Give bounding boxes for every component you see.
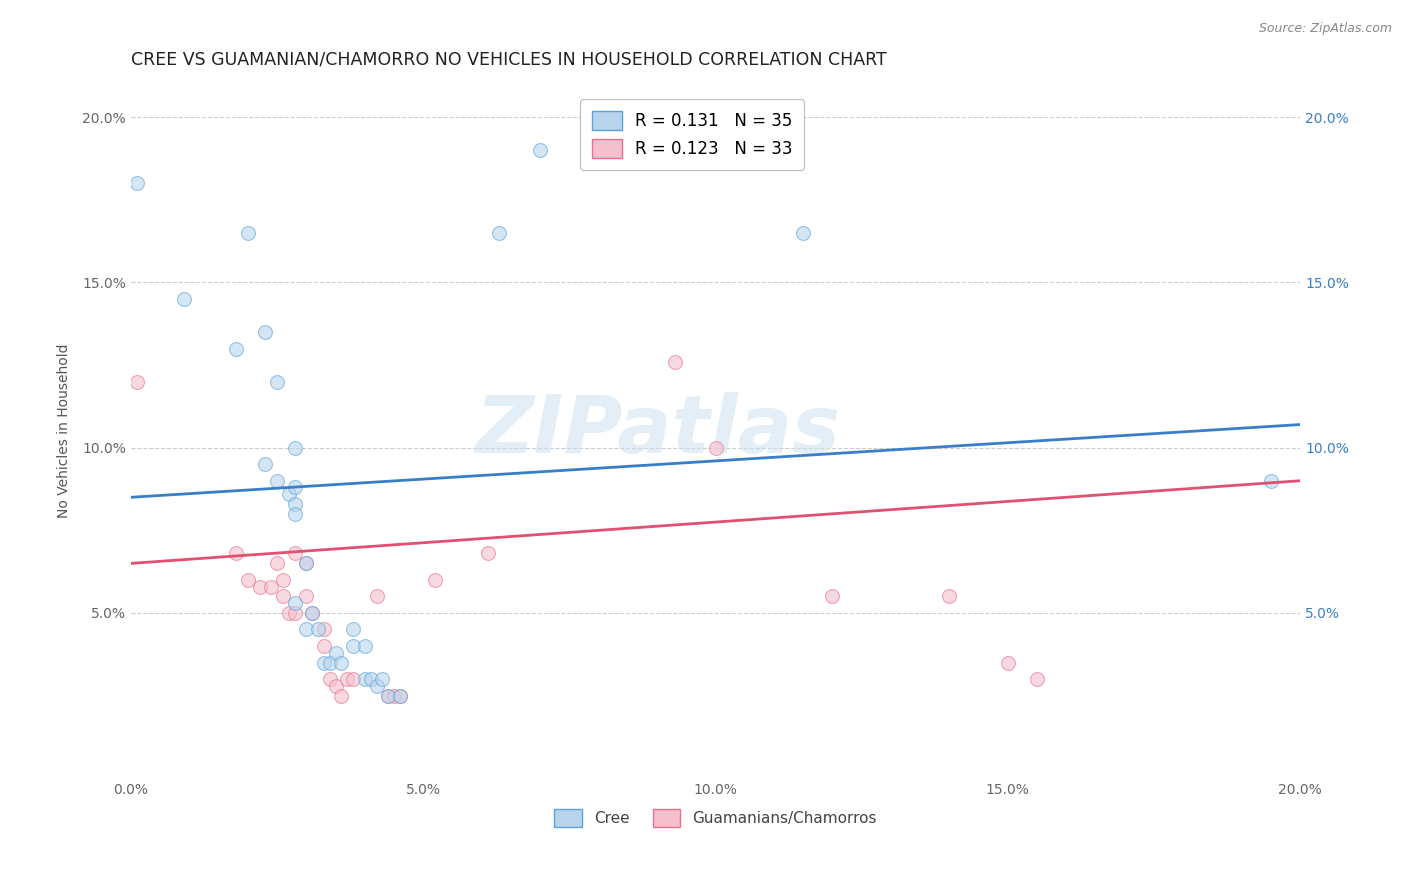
Point <box>342 672 364 686</box>
Point <box>284 546 307 560</box>
Point <box>249 580 271 594</box>
Point <box>325 679 347 693</box>
Point <box>301 606 323 620</box>
Point <box>284 441 307 455</box>
Point <box>271 590 294 604</box>
Point <box>284 606 307 620</box>
Point <box>336 672 359 686</box>
Point <box>325 646 347 660</box>
Point <box>388 689 411 703</box>
Point <box>225 546 247 560</box>
Point <box>821 590 844 604</box>
Point <box>382 689 405 703</box>
Point <box>260 580 283 594</box>
Point <box>266 375 288 389</box>
Point <box>295 557 318 571</box>
Point <box>488 226 510 240</box>
Point <box>371 672 394 686</box>
Point <box>353 639 375 653</box>
Point <box>254 457 277 471</box>
Point <box>254 325 277 339</box>
Legend: Cree, Guamanians/Chamorros: Cree, Guamanians/Chamorros <box>548 803 883 833</box>
Point <box>938 590 960 604</box>
Point <box>377 689 399 703</box>
Point <box>301 606 323 620</box>
Point <box>284 480 307 494</box>
Point <box>330 689 353 703</box>
Point <box>295 623 318 637</box>
Point <box>353 672 375 686</box>
Point <box>529 143 551 157</box>
Text: CREE VS GUAMANIAN/CHAMORRO NO VEHICLES IN HOUSEHOLD CORRELATION CHART: CREE VS GUAMANIAN/CHAMORRO NO VEHICLES I… <box>131 51 887 69</box>
Point <box>277 606 299 620</box>
Point <box>1026 672 1049 686</box>
Point <box>125 375 148 389</box>
Point <box>173 292 195 306</box>
Point <box>312 623 335 637</box>
Point <box>377 689 399 703</box>
Point <box>266 474 288 488</box>
Point <box>312 639 335 653</box>
Point <box>792 226 814 240</box>
Point <box>388 689 411 703</box>
Text: ZIPatlas: ZIPatlas <box>475 392 839 470</box>
Point <box>664 355 686 369</box>
Point <box>704 441 727 455</box>
Point <box>342 623 364 637</box>
Point <box>125 176 148 190</box>
Point <box>366 679 388 693</box>
Point <box>266 557 288 571</box>
Point <box>342 639 364 653</box>
Point <box>271 573 294 587</box>
Point <box>307 623 329 637</box>
Point <box>312 656 335 670</box>
Point <box>477 546 499 560</box>
Y-axis label: No Vehicles in Household: No Vehicles in Household <box>58 344 72 518</box>
Point <box>236 573 259 587</box>
Point <box>236 226 259 240</box>
Point <box>277 487 299 501</box>
Point <box>997 656 1019 670</box>
Point <box>319 656 342 670</box>
Text: Source: ZipAtlas.com: Source: ZipAtlas.com <box>1258 22 1392 36</box>
Point <box>366 590 388 604</box>
Point <box>423 573 446 587</box>
Point <box>330 656 353 670</box>
Point <box>1260 474 1282 488</box>
Point <box>319 672 342 686</box>
Point <box>225 342 247 356</box>
Point <box>284 596 307 610</box>
Point <box>295 557 318 571</box>
Point <box>295 590 318 604</box>
Point <box>284 497 307 511</box>
Point <box>284 507 307 521</box>
Point <box>360 672 382 686</box>
